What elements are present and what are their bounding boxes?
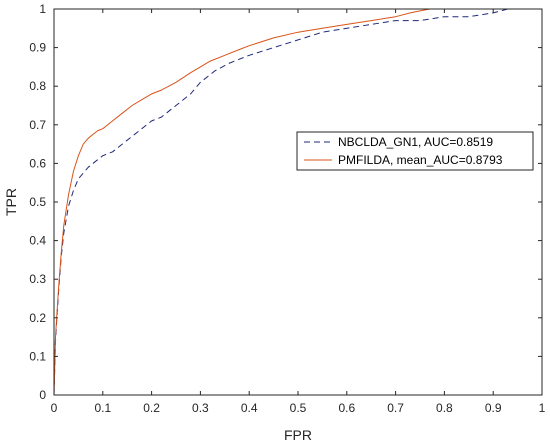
x-tick-label: 0.3	[192, 401, 209, 415]
series-line-nbclda	[53, 8, 542, 396]
y-tick-label: 0.8	[29, 79, 46, 93]
y-tick-label: 0.2	[29, 311, 46, 325]
y-tick-label: 1	[39, 2, 46, 16]
x-tick-label: 0.4	[241, 401, 258, 415]
y-tick-label: 0.1	[29, 349, 46, 363]
series-lines	[53, 8, 542, 396]
x-tick-label: 0.8	[436, 401, 453, 415]
plot-area	[54, 9, 542, 395]
series-line-pmfilda	[53, 8, 542, 396]
x-tick-label: 0.1	[94, 401, 111, 415]
y-tick-label: 0.4	[29, 234, 46, 248]
y-tick-label: 0	[39, 388, 46, 402]
x-tick-label: 0.9	[485, 401, 502, 415]
legend-label-pmfilda: PMFILDA, mean_AUC=0.8793	[338, 153, 503, 167]
x-tick-label: 0.7	[387, 401, 404, 415]
y-tick-label: 0.7	[29, 118, 46, 132]
x-tick-label: 0.5	[290, 401, 307, 415]
legend-label-nbclda: NBCLDA_GN1, AUC=0.8519	[338, 135, 493, 149]
x-tick-label: 0.6	[338, 401, 355, 415]
x-tick-label: 1	[539, 401, 546, 415]
legend: NBCLDA_GN1, AUC=0.8519 PMFILDA, mean_AUC…	[296, 131, 534, 171]
x-axis-ticks: 0 0.1 0.2 0.3 0.4 0.5 0.6 0.7 0.8 0.9 1	[51, 9, 546, 415]
x-tick-label: 0	[51, 401, 58, 415]
x-axis-label: FPR	[284, 427, 312, 443]
y-tick-label: 0.3	[29, 272, 46, 286]
y-tick-label: 0.9	[29, 41, 46, 55]
y-tick-label: 0.6	[29, 156, 46, 170]
legend-box	[296, 131, 534, 171]
y-tick-label: 0.5	[29, 195, 46, 209]
y-axis-ticks: 0 0.1 0.2 0.3 0.4 0.5 0.6 0.7 0.8 0.9 1	[29, 2, 542, 402]
x-tick-label: 0.2	[143, 401, 160, 415]
y-axis-label: TPR	[3, 188, 19, 216]
